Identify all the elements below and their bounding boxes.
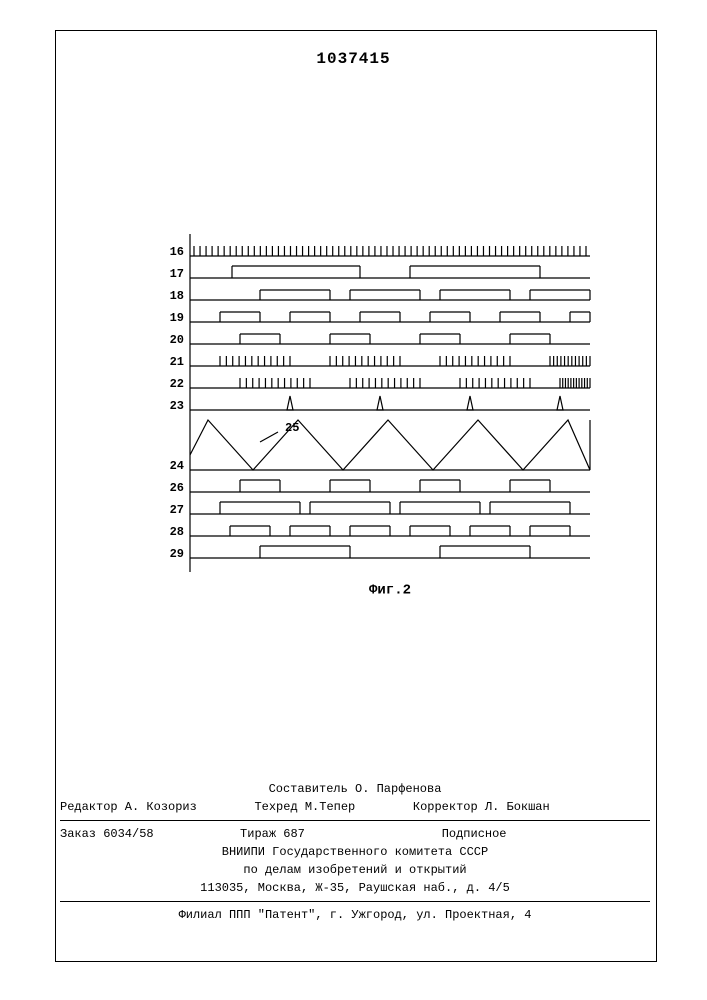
divider <box>60 901 650 902</box>
order: Заказ 6034/58 <box>60 827 154 841</box>
addr2: Филиал ППП "Патент", г. Ужгород, ул. Про… <box>60 906 650 924</box>
svg-text:21: 21 <box>170 355 184 369</box>
svg-text:16: 16 <box>170 245 184 259</box>
org2: по делам изобретений и открытий <box>60 861 650 879</box>
corrector: Корректор Л. Бокшан <box>413 800 550 814</box>
divider <box>60 820 650 821</box>
svg-text:25: 25 <box>285 421 299 435</box>
svg-text:23: 23 <box>170 399 184 413</box>
timing-diagram: 16 17 18 19 20 21 22 23 24 26 27 28 29 25 Фиг.2 <box>160 230 600 602</box>
svg-text:19: 19 <box>170 311 184 325</box>
svg-text:29: 29 <box>170 547 184 561</box>
subscription: Подписное <box>442 827 507 841</box>
circulation: Тираж 687 <box>240 827 305 841</box>
svg-text:24: 24 <box>170 459 184 473</box>
addr1: 113035, Москва, Ж-35, Раушская наб., д. … <box>60 879 650 897</box>
svg-text:17: 17 <box>170 267 184 281</box>
svg-text:26: 26 <box>170 481 184 495</box>
svg-text:Фиг.2: Фиг.2 <box>369 583 411 599</box>
colophon: Составитель О. Парфенова Редактор А. Коз… <box>60 780 650 924</box>
techred: Техред М.Тепер <box>254 800 355 814</box>
org1: ВНИИПИ Государственного комитета СССР <box>60 843 650 861</box>
print-row: Заказ 6034/58 Тираж 687 Подписное <box>60 825 650 843</box>
document-number: 1037415 <box>0 50 707 68</box>
svg-text:22: 22 <box>170 377 184 391</box>
compiler-line: Составитель О. Парфенова <box>60 780 650 798</box>
svg-text:20: 20 <box>170 333 184 347</box>
svg-text:28: 28 <box>170 525 184 539</box>
svg-text:27: 27 <box>170 503 184 517</box>
editor: Редактор А. Козориз <box>60 800 197 814</box>
svg-text:18: 18 <box>170 289 184 303</box>
credits-row: Редактор А. Козориз Техред М.Тепер Корре… <box>60 798 650 816</box>
